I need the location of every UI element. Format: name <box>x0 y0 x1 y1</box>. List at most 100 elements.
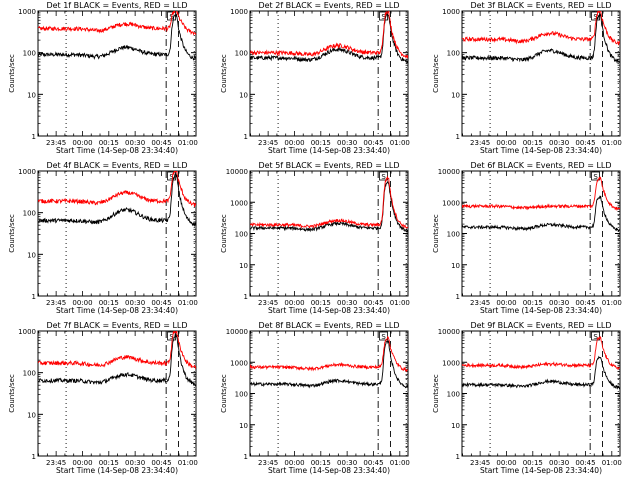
x-tick-label: 00:00 <box>72 139 92 147</box>
x-tick-label: 00:15 <box>99 459 119 467</box>
lld-series-line <box>38 331 196 370</box>
y-tick-label: 1000 <box>442 199 460 207</box>
events-series-line <box>38 172 196 228</box>
y-tick-label: 10 <box>451 91 460 99</box>
y-tick-label: 100 <box>235 231 248 239</box>
y-tick-label: 1000 <box>18 8 36 16</box>
y-tick-label: 10000 <box>438 168 460 176</box>
events-series-line <box>38 13 196 61</box>
x-tick-label: 23:45 <box>470 299 490 307</box>
panel-title: Det 4f BLACK = Events, RED = LLD <box>46 161 187 170</box>
x-tick-label: 23:45 <box>46 299 66 307</box>
y-tick-label: 1 <box>244 133 248 141</box>
y-tick-label: 100 <box>235 50 248 58</box>
plot-frame <box>37 170 197 297</box>
y-axis-label: Counts/sec <box>8 54 16 93</box>
panel-det-4: Det 4f BLACK = Events, RED = LLD 1 10 100 10… <box>8 161 198 315</box>
lld-series-line <box>250 11 408 59</box>
y-tick-label: 10 <box>451 262 460 270</box>
x-tick-label: 00:45 <box>575 299 595 307</box>
y-axis-label: Counts/sec <box>432 54 440 93</box>
panel-title: Det 1f BLACK = Events, RED = LLD <box>46 1 187 10</box>
plot-frame <box>461 10 621 137</box>
saa-marker-box <box>591 331 600 341</box>
y-tick-label: 1000 <box>230 199 248 207</box>
lld-series-line <box>462 11 620 46</box>
y-tick-label: 100 <box>23 50 36 58</box>
panel-det-9: Det 9f BLACK = Events, RED = LLD 1 10 100 10… <box>432 321 622 475</box>
y-tick-label: 10 <box>239 262 248 270</box>
lld-series-line <box>38 171 196 207</box>
y-axis-label: Counts/sec <box>432 214 440 253</box>
x-tick-label: 00:00 <box>496 459 516 467</box>
x-tick-label: 00:00 <box>284 299 304 307</box>
x-tick-label: 00:30 <box>337 139 357 147</box>
y-axis-label: Counts/sec <box>8 374 16 413</box>
x-tick-label: 00:15 <box>523 299 543 307</box>
events-series-line <box>462 195 620 232</box>
x-axis-label: Start Time (14-Sep-08 23:34:40) <box>56 466 178 475</box>
x-tick-label: 00:45 <box>151 459 171 467</box>
x-tick-label: 00:45 <box>575 139 595 147</box>
x-tick-label: 00:45 <box>363 139 383 147</box>
events-series-line <box>38 333 196 387</box>
saa-marker-box <box>379 171 388 181</box>
plot-frame <box>37 330 197 457</box>
events-series-line <box>250 13 408 64</box>
x-axis-label: Start Time (14-Sep-08 23:34:40) <box>56 306 178 315</box>
x-tick-label: 00:00 <box>496 299 516 307</box>
y-tick-label: 10000 <box>226 328 248 336</box>
y-axis-label: Counts/sec <box>220 374 228 413</box>
y-axis-label: Counts/sec <box>432 374 440 413</box>
x-axis-label: Start Time (14-Sep-08 23:34:40) <box>268 146 390 155</box>
x-axis-label: Start Time (14-Sep-08 23:34:40) <box>56 146 178 155</box>
x-tick-label: 23:45 <box>470 139 490 147</box>
x-tick-label: 00:30 <box>549 459 569 467</box>
x-tick-label: 00:30 <box>337 459 357 467</box>
x-tick-label: 23:45 <box>46 459 66 467</box>
panel-title: Det 5f BLACK = Events, RED = LLD <box>258 161 399 170</box>
y-tick-label: 1 <box>456 133 460 141</box>
x-tick-label: 00:45 <box>151 139 171 147</box>
x-tick-label: 23:45 <box>258 139 278 147</box>
x-axis-label: Start Time (14-Sep-08 23:34:40) <box>480 466 602 475</box>
x-tick-label: 23:45 <box>46 139 66 147</box>
x-tick-label: 00:00 <box>72 299 92 307</box>
panel-det-1: Det 1f BLACK = Events, RED = LLD 1 10 100 10… <box>8 1 198 155</box>
x-tick-label: 00:00 <box>284 139 304 147</box>
y-tick-label: 1000 <box>230 359 248 367</box>
lld-series-line <box>250 175 408 230</box>
y-tick-label: 10 <box>239 422 248 430</box>
saa-marker-box <box>167 171 176 181</box>
y-tick-label: 100 <box>23 210 36 218</box>
x-axis-label: Start Time (14-Sep-08 23:34:40) <box>480 146 602 155</box>
events-series-line <box>462 13 620 64</box>
x-tick-label: 00:30 <box>125 299 145 307</box>
plot-frame <box>461 170 621 297</box>
x-tick-label: 00:15 <box>99 139 119 147</box>
y-tick-label: 1000 <box>230 8 248 16</box>
y-tick-label: 1000 <box>442 359 460 367</box>
x-tick-label: 01:00 <box>178 299 198 307</box>
x-tick-label: 00:45 <box>363 299 383 307</box>
y-tick-label: 10 <box>27 251 36 259</box>
panel-det-5: Det 5f BLACK = Events, RED = LLD 1 10 100 10… <box>220 161 410 315</box>
x-tick-label: 00:00 <box>284 459 304 467</box>
y-axis-label: Counts/sec <box>220 214 228 253</box>
saa-marker-box <box>591 171 600 181</box>
panel-title: Det 6f BLACK = Events, RED = LLD <box>470 161 611 170</box>
y-tick-label: 1000 <box>442 8 460 16</box>
plot-frame <box>249 10 409 137</box>
saa-marker-label: S <box>381 13 386 21</box>
y-tick-label: 100 <box>23 370 36 378</box>
x-tick-label: 00:30 <box>125 139 145 147</box>
lld-series-line <box>462 176 620 211</box>
x-tick-label: 01:00 <box>178 139 198 147</box>
panel-det-2: Det 2f BLACK = Events, RED = LLD 1 10 100 10… <box>220 1 410 155</box>
y-tick-label: 100 <box>235 391 248 399</box>
saa-marker-label: S <box>381 333 386 341</box>
x-tick-label: 00:30 <box>337 299 357 307</box>
panel-det-3: Det 3f BLACK = Events, RED = LLD 1 10 100 10… <box>432 1 622 155</box>
x-tick-label: 00:00 <box>496 139 516 147</box>
